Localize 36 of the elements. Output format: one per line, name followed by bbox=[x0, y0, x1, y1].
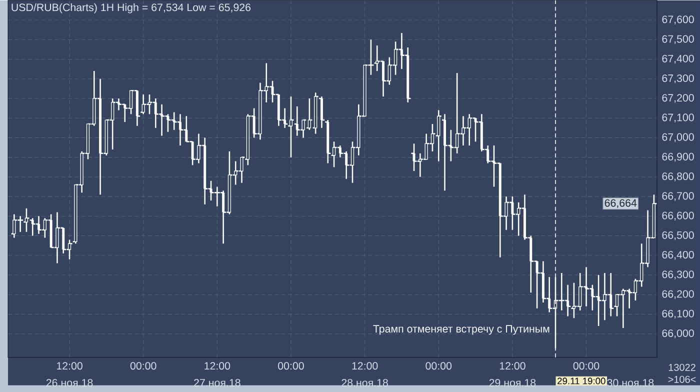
y-tick-label: 66,800 bbox=[662, 172, 694, 182]
y-tick-label: 67,100 bbox=[662, 113, 694, 122]
x-tick-label: 00:00 bbox=[278, 362, 304, 370]
x-tick-label: 12:00 bbox=[352, 362, 378, 370]
x-tick-label: 00:00 bbox=[426, 362, 452, 370]
text: 28.ноя.18 bbox=[342, 378, 388, 386]
y-tick-label: 66,000 bbox=[662, 329, 694, 338]
y-tick-label: 66,500 bbox=[662, 231, 694, 240]
y-tick-label: 66,200 bbox=[662, 290, 694, 299]
text: 26.ноя.18 bbox=[46, 378, 93, 386]
y-tick-label: 67,200 bbox=[662, 94, 694, 103]
y-tick-label: 66,600 bbox=[662, 212, 694, 220]
y-tick-label: 66,300 bbox=[662, 270, 694, 280]
annotation: Трамп отменяет встречу с Путиным bbox=[373, 324, 550, 335]
x-tick-label: 00:00 bbox=[130, 362, 156, 370]
y-tick-label: 66,400 bbox=[662, 250, 694, 260]
y-tick-label: 67,600 bbox=[662, 15, 694, 24]
y-tick-label: 66,700 bbox=[662, 192, 694, 201]
y-tick-label: 66,900 bbox=[662, 152, 694, 162]
chart-title: USD/RUB(Charts) 1H High = 67,534 Low = 65,926 bbox=[12, 3, 251, 14]
ref-line-label: 29.11 19:00 bbox=[558, 377, 606, 384]
text: 30.ноя.18 bbox=[607, 378, 654, 386]
annotation: 66,664 bbox=[604, 199, 637, 208]
y-tick-label: 67,400 bbox=[662, 54, 694, 64]
y-tick-label: 67,300 bbox=[662, 74, 694, 84]
y-tick-label: 67,500 bbox=[662, 35, 694, 44]
text: >106< bbox=[668, 376, 696, 383]
x-tick-label: 00:00 bbox=[573, 362, 600, 370]
text: 13022 bbox=[668, 364, 696, 371]
y-tick-label: 66,100 bbox=[662, 310, 694, 318]
x-tick-label: 12:00 bbox=[204, 362, 230, 370]
x-tick-label: 12:00 bbox=[500, 362, 526, 370]
text: 27.ноя.18 bbox=[194, 378, 240, 386]
x-tick-label: 12:00 bbox=[56, 362, 82, 370]
text: 29.ноя.18 bbox=[489, 378, 536, 386]
y-tick-label: 67,000 bbox=[662, 133, 694, 142]
